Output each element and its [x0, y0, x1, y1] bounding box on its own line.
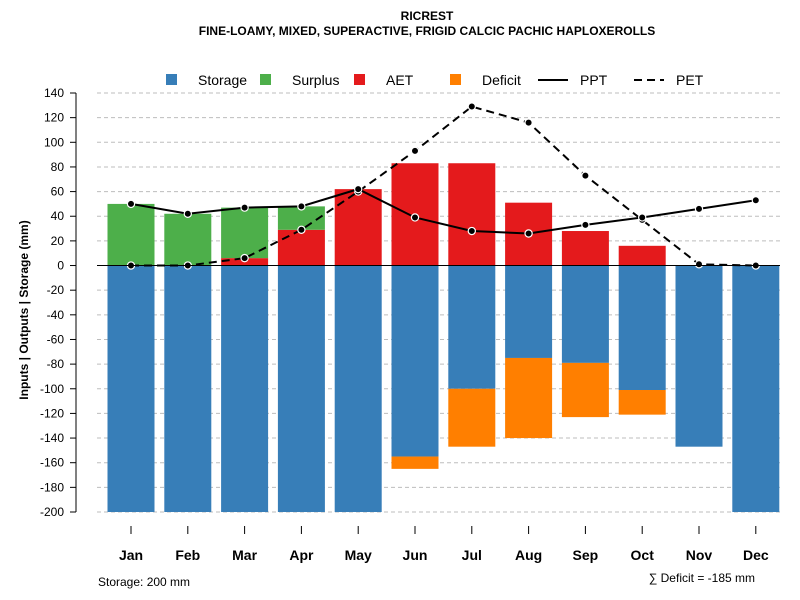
pet-point-jul — [467, 102, 476, 111]
storage-bar-jun — [391, 265, 439, 457]
aet-bar-sep — [561, 231, 609, 266]
legend-swatch-aet — [354, 74, 365, 85]
pet-point-nov — [694, 260, 704, 269]
storage-bar-apr — [277, 265, 325, 512]
y-tick-label-5: 40 — [51, 209, 65, 223]
storage-bar-feb — [164, 265, 212, 512]
storage-bar-jul — [448, 265, 496, 389]
x-tick-label-feb: Feb — [175, 547, 200, 563]
x-tick-label-mar: Mar — [232, 547, 257, 563]
legend-label-surplus: Surplus — [292, 72, 339, 88]
aet-bar-oct — [618, 245, 666, 266]
x-tick-label-may: May — [345, 547, 372, 563]
ppt-point-dec — [751, 196, 761, 205]
x-tick-label-aug: Aug — [515, 547, 542, 563]
ppt-point-may — [354, 184, 363, 194]
surplus-bar-feb — [164, 213, 212, 266]
aet-bar-jul — [448, 163, 496, 266]
legend-swatch-deficit — [450, 74, 461, 85]
x-tick-label-oct: Oct — [631, 547, 655, 563]
x-tick-label-dec: Dec — [743, 547, 769, 563]
ppt-point-apr — [297, 202, 306, 211]
ppt-point-nov — [694, 204, 704, 214]
ppt-line — [130, 188, 756, 235]
pet-line — [131, 105, 756, 267]
y-tick-label-10: -60 — [47, 332, 65, 346]
legend-label-deficit: Deficit — [482, 72, 521, 88]
deficit-bar-jun — [391, 456, 439, 469]
bars-layer — [107, 163, 780, 512]
axes-layer: 140 120 100 80 60 40 20 0 -20 -40 -60 -80 -100 -120 -1… — [40, 86, 780, 563]
surplus-bar-jan — [107, 203, 155, 266]
y-tick-label-4: 60 — [51, 185, 65, 199]
x-tick-label-jun: Jun — [403, 547, 428, 563]
ppt-point-jul — [467, 226, 476, 236]
ppt-point-jun — [410, 213, 420, 222]
y-tick-label-7: 0 — [57, 259, 64, 273]
ppt-point-oct — [638, 213, 647, 222]
x-tick-label-sep: Sep — [573, 547, 599, 563]
y-tick-label-16: -180 — [40, 480, 64, 494]
y-tick-label-12: -100 — [40, 382, 64, 396]
chart-subtitle: FINE-LOAMY, MIXED, SUPERACTIVE, FRIGID C… — [199, 24, 655, 38]
x-tick-label-jan: Jan — [119, 547, 143, 563]
deficit-bar-oct — [618, 389, 666, 415]
ppt-point-jan — [126, 199, 136, 209]
legend-swatch-storage — [166, 74, 177, 85]
y-tick-label-3: 80 — [51, 160, 65, 174]
storage-bar-may — [334, 265, 382, 512]
y-tick-label-15: -160 — [40, 456, 64, 470]
ppt-point-sep — [581, 220, 590, 230]
ppt-point-feb — [183, 209, 192, 218]
legend-label-pet: PET — [676, 72, 704, 88]
deficit-bar-sep — [561, 362, 609, 418]
x-tick-label-jul: Jul — [462, 547, 482, 563]
y-tick-label-1: 120 — [44, 111, 64, 125]
pet-point-mar — [240, 253, 249, 263]
y-tick-label-13: -120 — [40, 406, 64, 420]
legend: Storage Surplus AET Deficit PPT PET — [166, 72, 704, 88]
storage-bar-dec — [732, 265, 780, 512]
y-tick-label-2: 100 — [44, 135, 64, 149]
y-tick-label-9: -40 — [47, 308, 65, 322]
pet-point-jun — [410, 146, 420, 156]
y-tick-label-0: 140 — [44, 86, 64, 100]
y-tick-label-8: -20 — [47, 283, 65, 297]
x-tick-label-nov: Nov — [686, 547, 713, 563]
storage-bar-nov — [675, 265, 723, 447]
storage-footnote: Storage: 200 mm — [98, 575, 190, 589]
legend-label-ppt: PPT — [580, 72, 608, 88]
y-tick-label-6: 20 — [51, 234, 65, 248]
legend-label-aet: AET — [386, 72, 414, 88]
pet-point-apr — [297, 225, 306, 234]
chart-title: RICREST — [401, 9, 454, 23]
deficit-bar-jul — [448, 388, 496, 447]
ppt-point-aug — [524, 229, 533, 238]
y-tick-label-11: -80 — [47, 357, 65, 371]
aet-bar-apr — [277, 229, 325, 266]
storage-bar-oct — [618, 265, 666, 390]
deficit-footnote: ∑ Deficit = -185 mm — [649, 571, 755, 585]
y-axis-label: Inputs | Outputs | Storage (mm) — [17, 220, 31, 399]
surplus-bar-apr — [277, 206, 325, 230]
ppt-point-mar — [240, 203, 249, 212]
aet-bar-may — [334, 189, 382, 266]
deficit-bar-aug — [505, 357, 553, 439]
lines-layer — [126, 102, 761, 270]
x-tick-label-apr: Apr — [289, 547, 314, 563]
y-tick-label-14: -140 — [40, 431, 64, 445]
pet-point-aug — [524, 118, 533, 127]
legend-label-storage: Storage — [198, 72, 247, 88]
storage-bar-mar — [221, 265, 269, 512]
pet-point-sep — [581, 171, 590, 180]
storage-bar-sep — [561, 265, 609, 363]
storage-bar-aug — [505, 265, 553, 358]
legend-swatch-surplus — [260, 74, 271, 85]
storage-bar-jan — [107, 265, 155, 512]
y-tick-label-17: -200 — [40, 505, 64, 519]
